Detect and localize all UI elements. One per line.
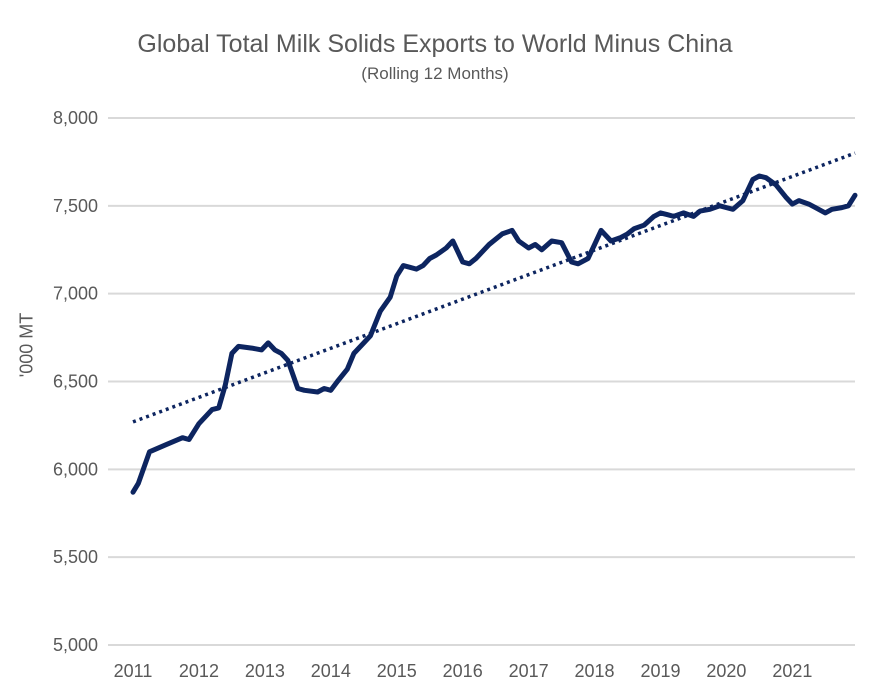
y-axis-ticks: 5,000 5,500 6,000 6,500 7,000 7,500 8,000 bbox=[53, 108, 98, 655]
y-tick-label: 7,500 bbox=[53, 196, 98, 216]
x-tick-label: 2011 bbox=[114, 661, 153, 681]
x-tick-label: 2019 bbox=[640, 661, 680, 681]
y-tick-label: 6,500 bbox=[53, 372, 98, 392]
x-tick-label: 2015 bbox=[377, 661, 417, 681]
x-tick-label: 2018 bbox=[575, 661, 615, 681]
x-tick-label: 2013 bbox=[245, 661, 285, 681]
gridlines bbox=[108, 117, 855, 646]
chart-title: Global Total Milk Solids Exports to Worl… bbox=[137, 30, 733, 58]
x-tick-label: 2012 bbox=[179, 661, 219, 681]
series-line bbox=[130, 173, 858, 495]
chart-subtitle: (Rolling 12 Months) bbox=[361, 64, 509, 83]
series-group bbox=[130, 151, 858, 495]
y-tick-label: 5,500 bbox=[53, 547, 98, 567]
x-tick-label: 2016 bbox=[443, 661, 483, 681]
trend-line bbox=[132, 151, 856, 424]
x-tick-label: 2020 bbox=[706, 661, 746, 681]
x-tick-label: 2021 bbox=[772, 661, 812, 681]
x-tick-label: 2017 bbox=[509, 661, 549, 681]
y-tick-label: 8,000 bbox=[53, 108, 98, 128]
x-axis-ticks: 2011 2012 2013 2014 2015 2016 2017 2018 2019 2020… bbox=[114, 661, 813, 681]
x-tick-label: 2014 bbox=[311, 661, 351, 681]
y-tick-label: 7,000 bbox=[53, 284, 98, 304]
y-tick-label: 6,000 bbox=[53, 459, 98, 479]
y-tick-label: 5,000 bbox=[53, 635, 98, 655]
